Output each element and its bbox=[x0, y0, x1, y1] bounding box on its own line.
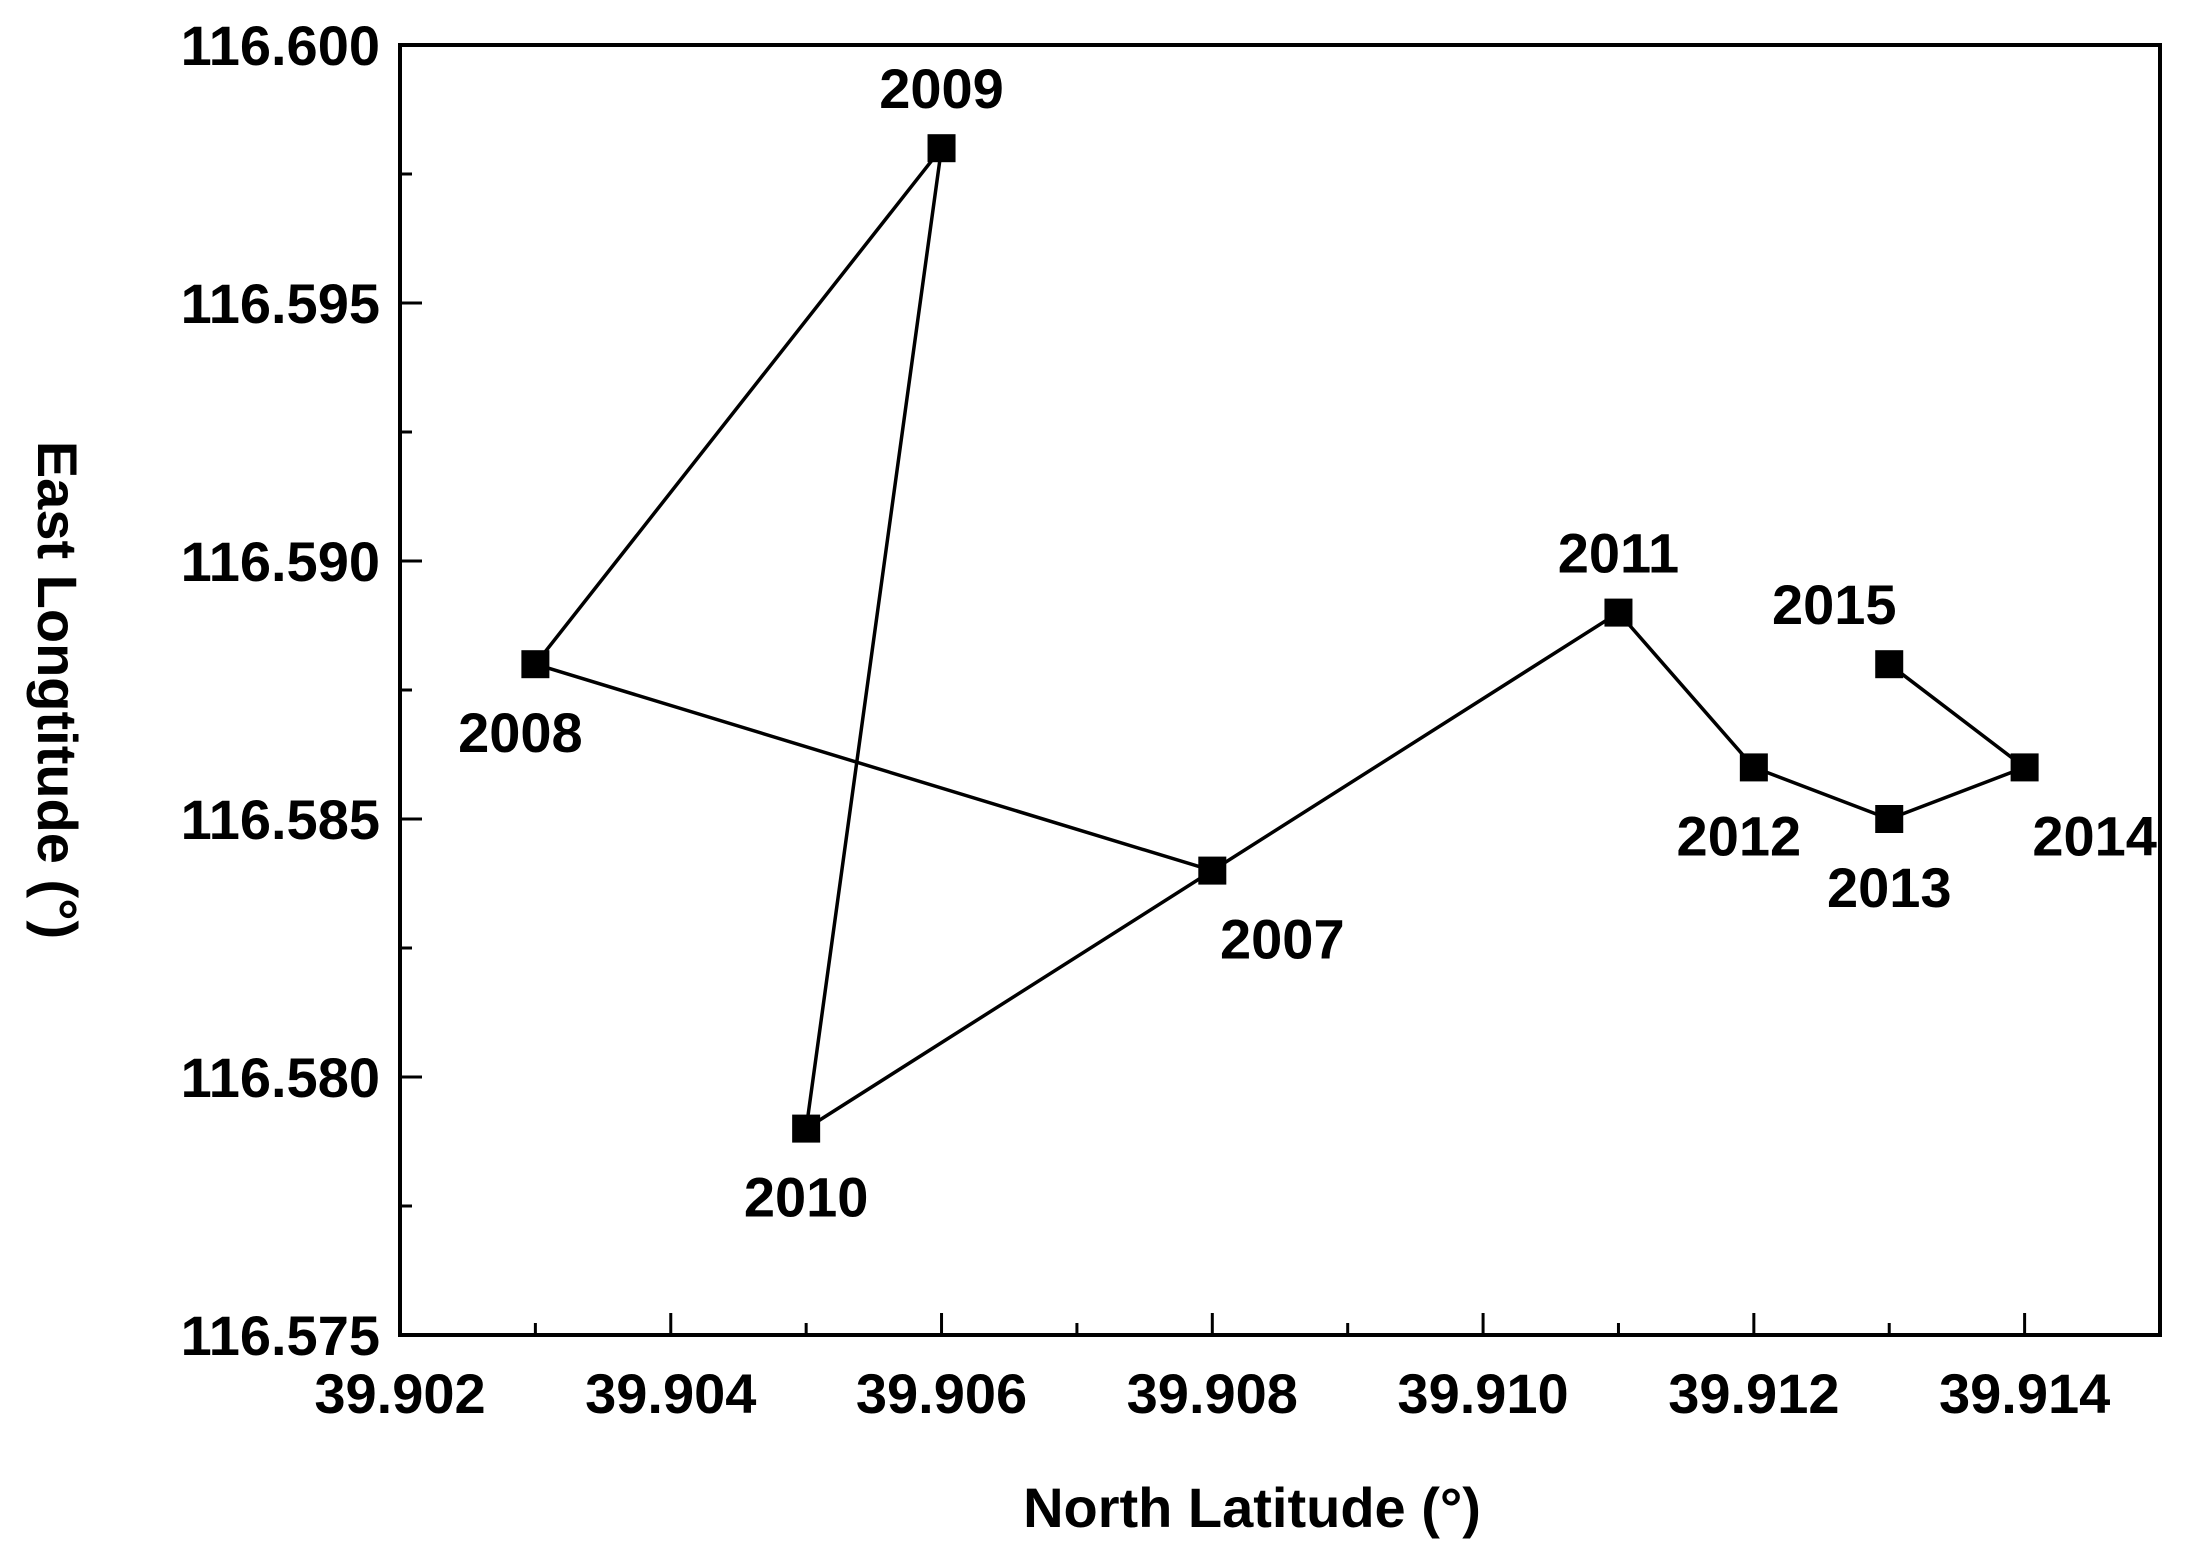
line-layer bbox=[533, 146, 2027, 1131]
point-label-2009: 2009 bbox=[879, 57, 1004, 120]
x-tick-label: 39.902 bbox=[314, 1362, 485, 1425]
point-label-2013: 2013 bbox=[1827, 856, 1952, 919]
point-label-2008: 2008 bbox=[458, 701, 583, 764]
x-tick-label: 39.906 bbox=[856, 1362, 1027, 1425]
point-marker-2007 bbox=[1198, 856, 1227, 885]
point-marker-2014 bbox=[2010, 753, 2039, 782]
point-label-2014: 2014 bbox=[2032, 804, 2157, 867]
x-tick-label: 39.908 bbox=[1127, 1362, 1298, 1425]
x-tick-label: 39.914 bbox=[1939, 1362, 2110, 1425]
x-tick-label: 39.910 bbox=[1397, 1362, 1568, 1425]
y-tick-label: 116.595 bbox=[181, 272, 380, 335]
point-marker-2011 bbox=[1604, 598, 1633, 627]
point-label-2011: 2011 bbox=[1558, 522, 1680, 585]
point-label-2015: 2015 bbox=[1772, 573, 1897, 636]
x-tick-label: 39.912 bbox=[1668, 1362, 1839, 1425]
point-label-2012: 2012 bbox=[1677, 804, 1802, 867]
point-marker-2009 bbox=[927, 134, 956, 163]
point-marker-2008 bbox=[521, 650, 550, 679]
y-tick-label: 116.590 bbox=[181, 530, 380, 593]
y-axis-title: East Longtitude (°) bbox=[26, 441, 89, 939]
point-marker-2015 bbox=[1875, 650, 1904, 679]
point-marker-2012 bbox=[1739, 753, 1768, 782]
series-line bbox=[533, 146, 2027, 1131]
y-tick-label: 116.600 bbox=[181, 14, 380, 77]
point-label-2010: 2010 bbox=[744, 1166, 869, 1229]
x-tick-label: 39.904 bbox=[585, 1362, 756, 1425]
marker-layer bbox=[521, 134, 2039, 1143]
point-label-2007: 2007 bbox=[1220, 908, 1345, 971]
y-tick-label: 116.575 bbox=[181, 1304, 380, 1367]
y-tick-label: 116.585 bbox=[181, 788, 380, 851]
point-marker-2013 bbox=[1875, 805, 1904, 833]
x-axis-title: North Latitude (°) bbox=[1023, 1476, 1481, 1539]
point-marker-2010 bbox=[792, 1114, 821, 1143]
label-layer: 2007 2008 2009 2010 2011 2012 2013 2014 2015 bbox=[458, 57, 2157, 1228]
y-tick-label: 116.580 bbox=[181, 1046, 380, 1109]
ticks-layer: 39.902 39.904 39.906 39.908 39.910 39.912 39.9… bbox=[181, 14, 2111, 1425]
plot-frame bbox=[398, 43, 2162, 1337]
